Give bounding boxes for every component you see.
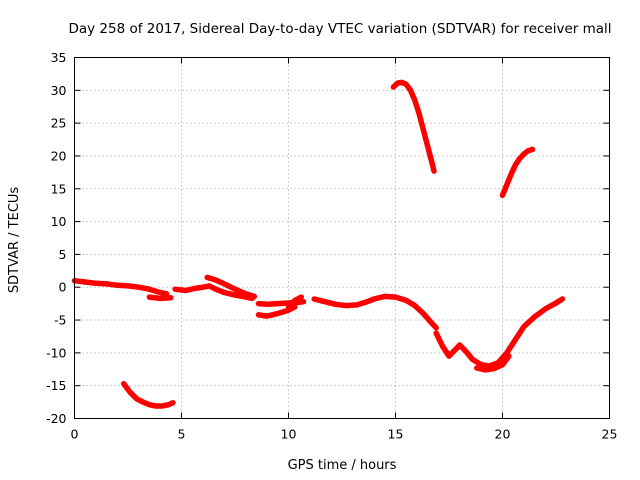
y-tick-label: -20 xyxy=(46,411,66,426)
series-trace-main-c xyxy=(172,283,255,302)
y-tick-label: 20 xyxy=(51,148,67,163)
series-trace-main-h xyxy=(311,293,439,331)
series-trace-main-j xyxy=(474,353,512,373)
x-tick-label: 10 xyxy=(281,427,297,442)
x-tick-label: 25 xyxy=(602,427,618,442)
x-tick-label: 0 xyxy=(71,427,79,442)
x-axis-label: GPS time / hours xyxy=(288,458,397,473)
y-tick-label: 0 xyxy=(59,280,67,295)
series-trace-main-g xyxy=(285,294,305,310)
y-axis-label: SDTVAR / TECUs xyxy=(7,187,22,294)
series-trace-main-i xyxy=(433,296,566,369)
y-tick-label: 25 xyxy=(51,116,67,131)
series-trace-high-1 xyxy=(390,79,437,174)
grid-lines xyxy=(74,57,610,419)
y-tick-label: -10 xyxy=(46,345,66,360)
y-tick-label: 30 xyxy=(51,83,67,98)
series-trace-main-d xyxy=(204,274,258,300)
chart-title: Day 258 of 2017, Sidereal Day-to-day VTE… xyxy=(68,21,611,37)
series-trace-high-2 xyxy=(499,146,536,199)
series-trace-low xyxy=(120,380,176,409)
series-trace-main-f xyxy=(255,304,298,319)
x-tick-label: 5 xyxy=(178,427,186,442)
plot-frame xyxy=(74,57,610,419)
y-tick-label: 35 xyxy=(51,50,67,65)
y-tick-label: 10 xyxy=(51,214,67,229)
series-trace-main-b xyxy=(146,294,174,302)
axis-ticks: 0 5 10 15 20 25 -20 -15 -10 -5 0 5 10 15 20 25 30 35 xyxy=(46,50,617,442)
x-tick-label: 20 xyxy=(495,427,511,442)
y-tick-label: -15 xyxy=(46,378,66,393)
data-series xyxy=(71,79,566,409)
y-tick-label: 5 xyxy=(59,247,67,262)
y-tick-label: 15 xyxy=(51,181,67,196)
y-tick-label: -5 xyxy=(54,313,66,328)
series-trace-main-e xyxy=(255,298,307,308)
x-tick-label: 15 xyxy=(388,427,404,442)
series-trace-main xyxy=(71,277,170,297)
